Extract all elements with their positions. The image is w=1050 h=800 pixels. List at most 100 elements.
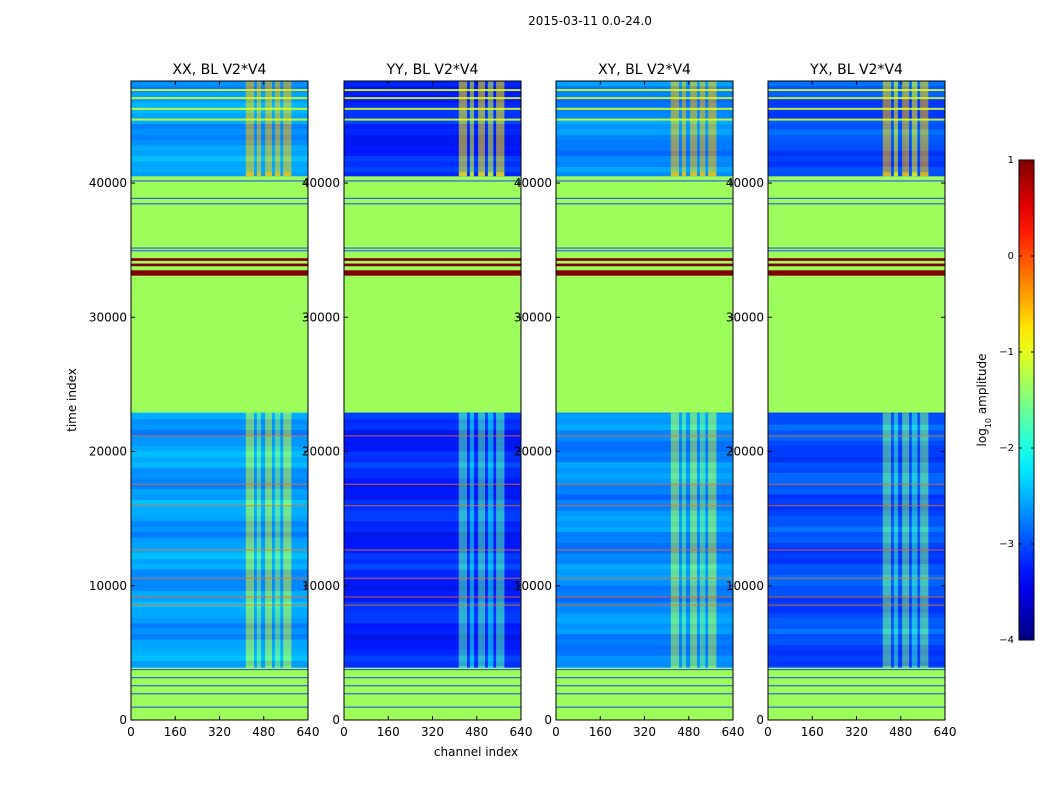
flag-line	[131, 685, 308, 687]
rfi-column	[256, 412, 261, 668]
rfi-column	[245, 81, 255, 177]
time-stripe	[768, 97, 945, 103]
y-tick-label: 10000	[89, 579, 127, 593]
rfi-column	[911, 81, 918, 177]
y-tick-label: 40000	[726, 176, 764, 190]
time-stripe	[344, 510, 521, 516]
time-stripe	[768, 650, 945, 656]
time-stripe	[131, 446, 308, 452]
time-stripe	[768, 558, 945, 565]
time-stripe	[131, 150, 308, 157]
flag-line	[344, 197, 521, 199]
time-stripe	[131, 472, 308, 479]
flag-line	[768, 685, 945, 687]
rfi-column	[469, 412, 474, 668]
time-stripe	[131, 542, 308, 549]
flag-line	[768, 250, 945, 252]
flag-line	[768, 677, 945, 679]
time-stripe	[556, 456, 733, 463]
saturated-stripe	[131, 263, 308, 267]
time-stripe	[556, 97, 733, 103]
time-stripe	[768, 446, 945, 452]
time-stripe	[344, 478, 521, 484]
rfi-column	[487, 412, 494, 668]
time-stripe	[131, 467, 308, 473]
colorbar-tick-label: 0	[1008, 251, 1014, 262]
rfi-line	[131, 483, 308, 485]
time-stripe	[768, 134, 945, 141]
time-stripe	[556, 430, 733, 436]
time-stripe	[344, 462, 521, 468]
time-stripe	[768, 107, 945, 114]
time-stripe	[344, 107, 521, 114]
time-stripe	[556, 628, 733, 635]
time-stripe	[344, 483, 521, 490]
time-stripe	[556, 472, 733, 479]
rfi-column	[478, 412, 486, 668]
time-stripe	[556, 607, 733, 613]
flag-line	[344, 693, 521, 695]
flag-line	[556, 197, 733, 199]
time-stripe	[768, 644, 945, 651]
x-tick-label: 0	[552, 725, 560, 739]
time-stripe	[768, 585, 945, 592]
time-stripe	[344, 617, 521, 624]
x-tick-label: 0	[764, 725, 772, 739]
saturated-stripe	[556, 258, 733, 261]
x-tick-label: 160	[801, 725, 824, 739]
colorbar-tick-label: −2	[999, 443, 1014, 454]
time-stripe	[131, 483, 308, 490]
time-stripe	[768, 113, 945, 119]
rfi-column	[699, 81, 706, 177]
time-stripe	[768, 548, 945, 554]
rfi-column	[902, 412, 910, 668]
time-stripe	[131, 145, 308, 151]
time-stripe	[131, 451, 308, 457]
time-stripe	[344, 435, 521, 441]
flag-line	[556, 706, 733, 708]
time-stripe	[344, 532, 521, 538]
colorbar-tick-label: −4	[999, 635, 1014, 646]
time-stripe	[131, 596, 308, 602]
time-stripe	[344, 102, 521, 108]
time-stripe	[556, 413, 733, 420]
time-stripe	[344, 644, 521, 651]
time-stripe	[768, 440, 945, 447]
time-stripe	[556, 564, 733, 570]
flag-line	[131, 693, 308, 695]
time-stripe	[768, 596, 945, 602]
rfi-line	[131, 505, 308, 507]
rfi-column	[256, 81, 261, 177]
time-stripe	[768, 413, 945, 420]
rfi-line	[768, 118, 945, 121]
flag-line	[556, 677, 733, 679]
rfi-line	[344, 549, 521, 551]
y-axis-label: time index	[65, 368, 79, 432]
time-stripe	[768, 91, 945, 98]
rfi-column	[469, 81, 474, 177]
panel-xy: XY, BL V2*V4 0 160 320 480 640 0 10000 20000 3000…	[514, 62, 745, 739]
time-stripe	[768, 526, 945, 533]
rfi-line	[768, 604, 945, 606]
time-stripe	[768, 161, 945, 167]
colorbar-tick-label: 1	[1008, 155, 1014, 166]
flag-line	[131, 247, 308, 249]
time-stripe	[131, 489, 308, 495]
time-stripe	[131, 462, 308, 468]
time-stripe	[344, 156, 521, 162]
time-stripe	[344, 569, 521, 576]
time-stripe	[344, 456, 521, 463]
rfi-line	[556, 89, 733, 92]
time-stripe	[344, 161, 521, 167]
y-tick-label: 30000	[726, 310, 764, 324]
time-stripe	[556, 129, 733, 135]
rfi-column	[902, 81, 910, 177]
rfi-column	[893, 81, 898, 177]
time-stripe	[556, 542, 733, 549]
rfi-column	[681, 81, 686, 177]
time-stripe	[556, 462, 733, 468]
time-stripe	[131, 521, 308, 527]
x-tick-label: 320	[421, 725, 444, 739]
rfi-column	[920, 81, 929, 177]
time-stripe	[344, 591, 521, 597]
